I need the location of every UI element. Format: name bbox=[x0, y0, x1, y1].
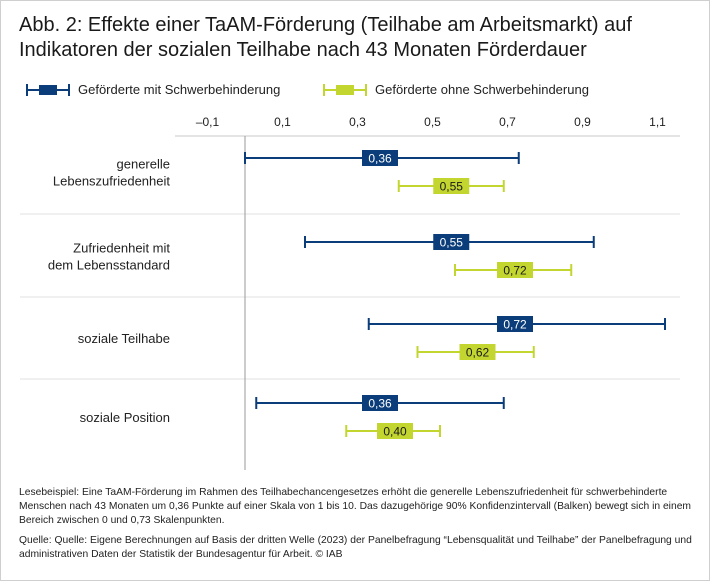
point-estimate-box bbox=[362, 150, 398, 166]
x-tick-label: 0,7 bbox=[499, 115, 516, 129]
data-label: 0,40 bbox=[383, 425, 407, 439]
legend-symbol-series-1 bbox=[26, 83, 70, 96]
point-estimate-box bbox=[497, 262, 533, 278]
x-tick-label: –0,1 bbox=[196, 115, 220, 129]
legend-label-series-2: Geförderte ohne Schwerbehinderung bbox=[375, 82, 589, 97]
category-label: generelle bbox=[117, 157, 171, 172]
data-label: 0,72 bbox=[503, 264, 527, 278]
point-estimate-box bbox=[459, 344, 496, 360]
data-label: 0,62 bbox=[466, 346, 490, 360]
data-label: 0,55 bbox=[440, 180, 464, 194]
point-estimate-box bbox=[362, 395, 398, 411]
data-label: 0,72 bbox=[503, 318, 527, 332]
category-label: dem Lebensstandard bbox=[48, 258, 170, 273]
point-estimate-box bbox=[433, 234, 470, 250]
data-label: 0,36 bbox=[368, 152, 392, 166]
point-estimate-box bbox=[377, 423, 413, 439]
x-tick-label: 0,1 bbox=[274, 115, 291, 129]
x-tick-label: 0,9 bbox=[574, 115, 591, 129]
category-label: soziale Teilhabe bbox=[78, 331, 170, 346]
figure-title: Abb. 2: Effekte einer TaAM-Förderung (Te… bbox=[19, 14, 632, 61]
footnote-lesebeispiel: Lesebeispiel: Eine TaAM-Förderung im Rah… bbox=[19, 487, 691, 526]
point-estimate-box bbox=[497, 316, 533, 332]
x-tick-label: 0,5 bbox=[424, 115, 441, 129]
point-estimate-box bbox=[433, 178, 470, 194]
forest-plot: –0,1 0,1 0,3 0,5 0,7 0,9 1,1 generelle Lebenszuf… bbox=[20, 115, 680, 470]
x-tick-label: 0,3 bbox=[349, 115, 366, 129]
legend-item-series-1: Geförderte mit Schwerbehinderung bbox=[26, 82, 280, 97]
x-tick-label: 1,1 bbox=[649, 115, 666, 129]
category-label: Zufriedenheit mit bbox=[73, 241, 170, 256]
legend-label-series-1: Geförderte mit Schwerbehinderung bbox=[78, 82, 281, 97]
data-label: 0,36 bbox=[368, 397, 392, 411]
category-label: soziale Position bbox=[80, 410, 170, 425]
data-label: 0,55 bbox=[440, 236, 464, 250]
legend-item-series-2: Geförderte ohne Schwerbehinderung bbox=[323, 82, 589, 97]
category-label: Lebenszufriedenheit bbox=[53, 174, 170, 189]
legend-symbol-series-2 bbox=[323, 83, 367, 96]
footnote-quelle: Quelle: Quelle: Eigene Berechnungen auf … bbox=[19, 535, 692, 560]
